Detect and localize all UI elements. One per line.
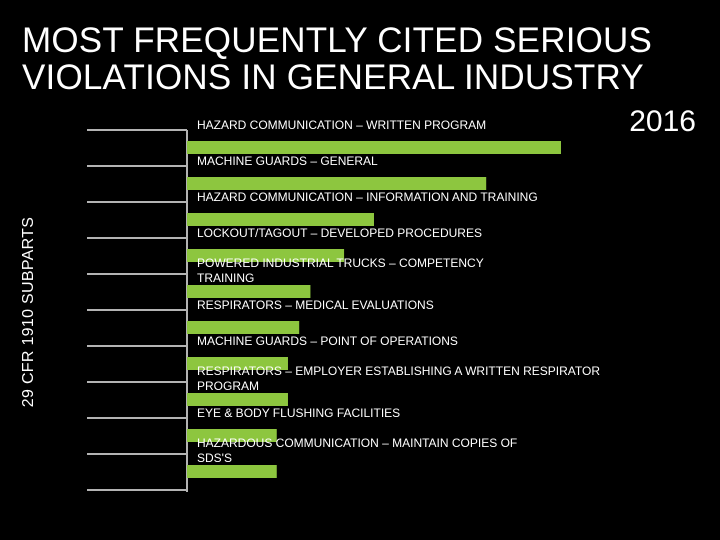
category-label-line: HAZARD COMMUNICATION – INFORMATION AND T… [197, 190, 538, 204]
bar [187, 321, 300, 334]
category-label-line: PROGRAM [197, 379, 259, 393]
category-label-line: RESPIRATORS – EMPLOYER ESTABLISHING A WR… [197, 364, 600, 378]
bar [187, 213, 374, 226]
bar [187, 465, 277, 478]
category-label: POWERED INDUSTRIAL TRUCKS – COMPETENCY TR… [197, 256, 484, 285]
category-label-line: POWERED INDUSTRIAL TRUCKS – COMPETENCY [197, 256, 484, 270]
category-label: MACHINE GUARDS – GENERAL [197, 154, 378, 168]
bar [187, 357, 288, 370]
chart-year: 2016 [629, 105, 696, 138]
chart-title: MOST FREQUENTLY CITED SERIOUS VIOLATIONS… [22, 22, 692, 96]
category-label-line: MACHINE GUARDS – GENERAL [197, 154, 378, 168]
category-label: EYE & BODY FLUSHING FACILITIES [197, 406, 400, 420]
bar [187, 393, 288, 406]
category-label-line: LOCKOUT/TAGOUT – DEVELOPED PROCEDURES [197, 226, 482, 240]
category-label-line: HAZARD COMMUNICATION – WRITTEN PROGRAM [197, 118, 486, 132]
category-label: HAZARD COMMUNICATION – WRITTEN PROGRAM [197, 118, 486, 132]
category-label-line: MACHINE GUARDS – POINT OF OPERATIONS [197, 334, 458, 348]
category-label-line: RESPIRATORS – MEDICAL EVALUATIONS [197, 298, 434, 312]
category-label-line: TRAINING [197, 271, 254, 285]
category-label: HAZARDOUS COMMUNICATION – MAINTAIN COPIE… [197, 436, 517, 465]
category-label: LOCKOUT/TAGOUT – DEVELOPED PROCEDURES [197, 226, 482, 240]
bar [187, 249, 345, 262]
bar [187, 177, 487, 190]
category-label-line: SDS'S [197, 451, 232, 465]
category-label-line: HAZARDOUS COMMUNICATION – MAINTAIN COPIE… [197, 436, 517, 450]
bar [187, 141, 561, 154]
category-label-line: EYE & BODY FLUSHING FACILITIES [197, 406, 400, 420]
bar [187, 285, 311, 298]
bar [187, 429, 277, 442]
category-label: HAZARD COMMUNICATION – INFORMATION AND T… [197, 190, 538, 204]
category-label: RESPIRATORS – MEDICAL EVALUATIONS [197, 298, 434, 312]
category-label: RESPIRATORS – EMPLOYER ESTABLISHING A WR… [197, 364, 600, 393]
title-line-1: MOST FREQUENTLY CITED SERIOUS [22, 21, 653, 60]
title-line-2: VIOLATIONS IN GENERAL INDUSTRY [22, 58, 644, 97]
category-label: MACHINE GUARDS – POINT OF OPERATIONS [197, 334, 458, 348]
